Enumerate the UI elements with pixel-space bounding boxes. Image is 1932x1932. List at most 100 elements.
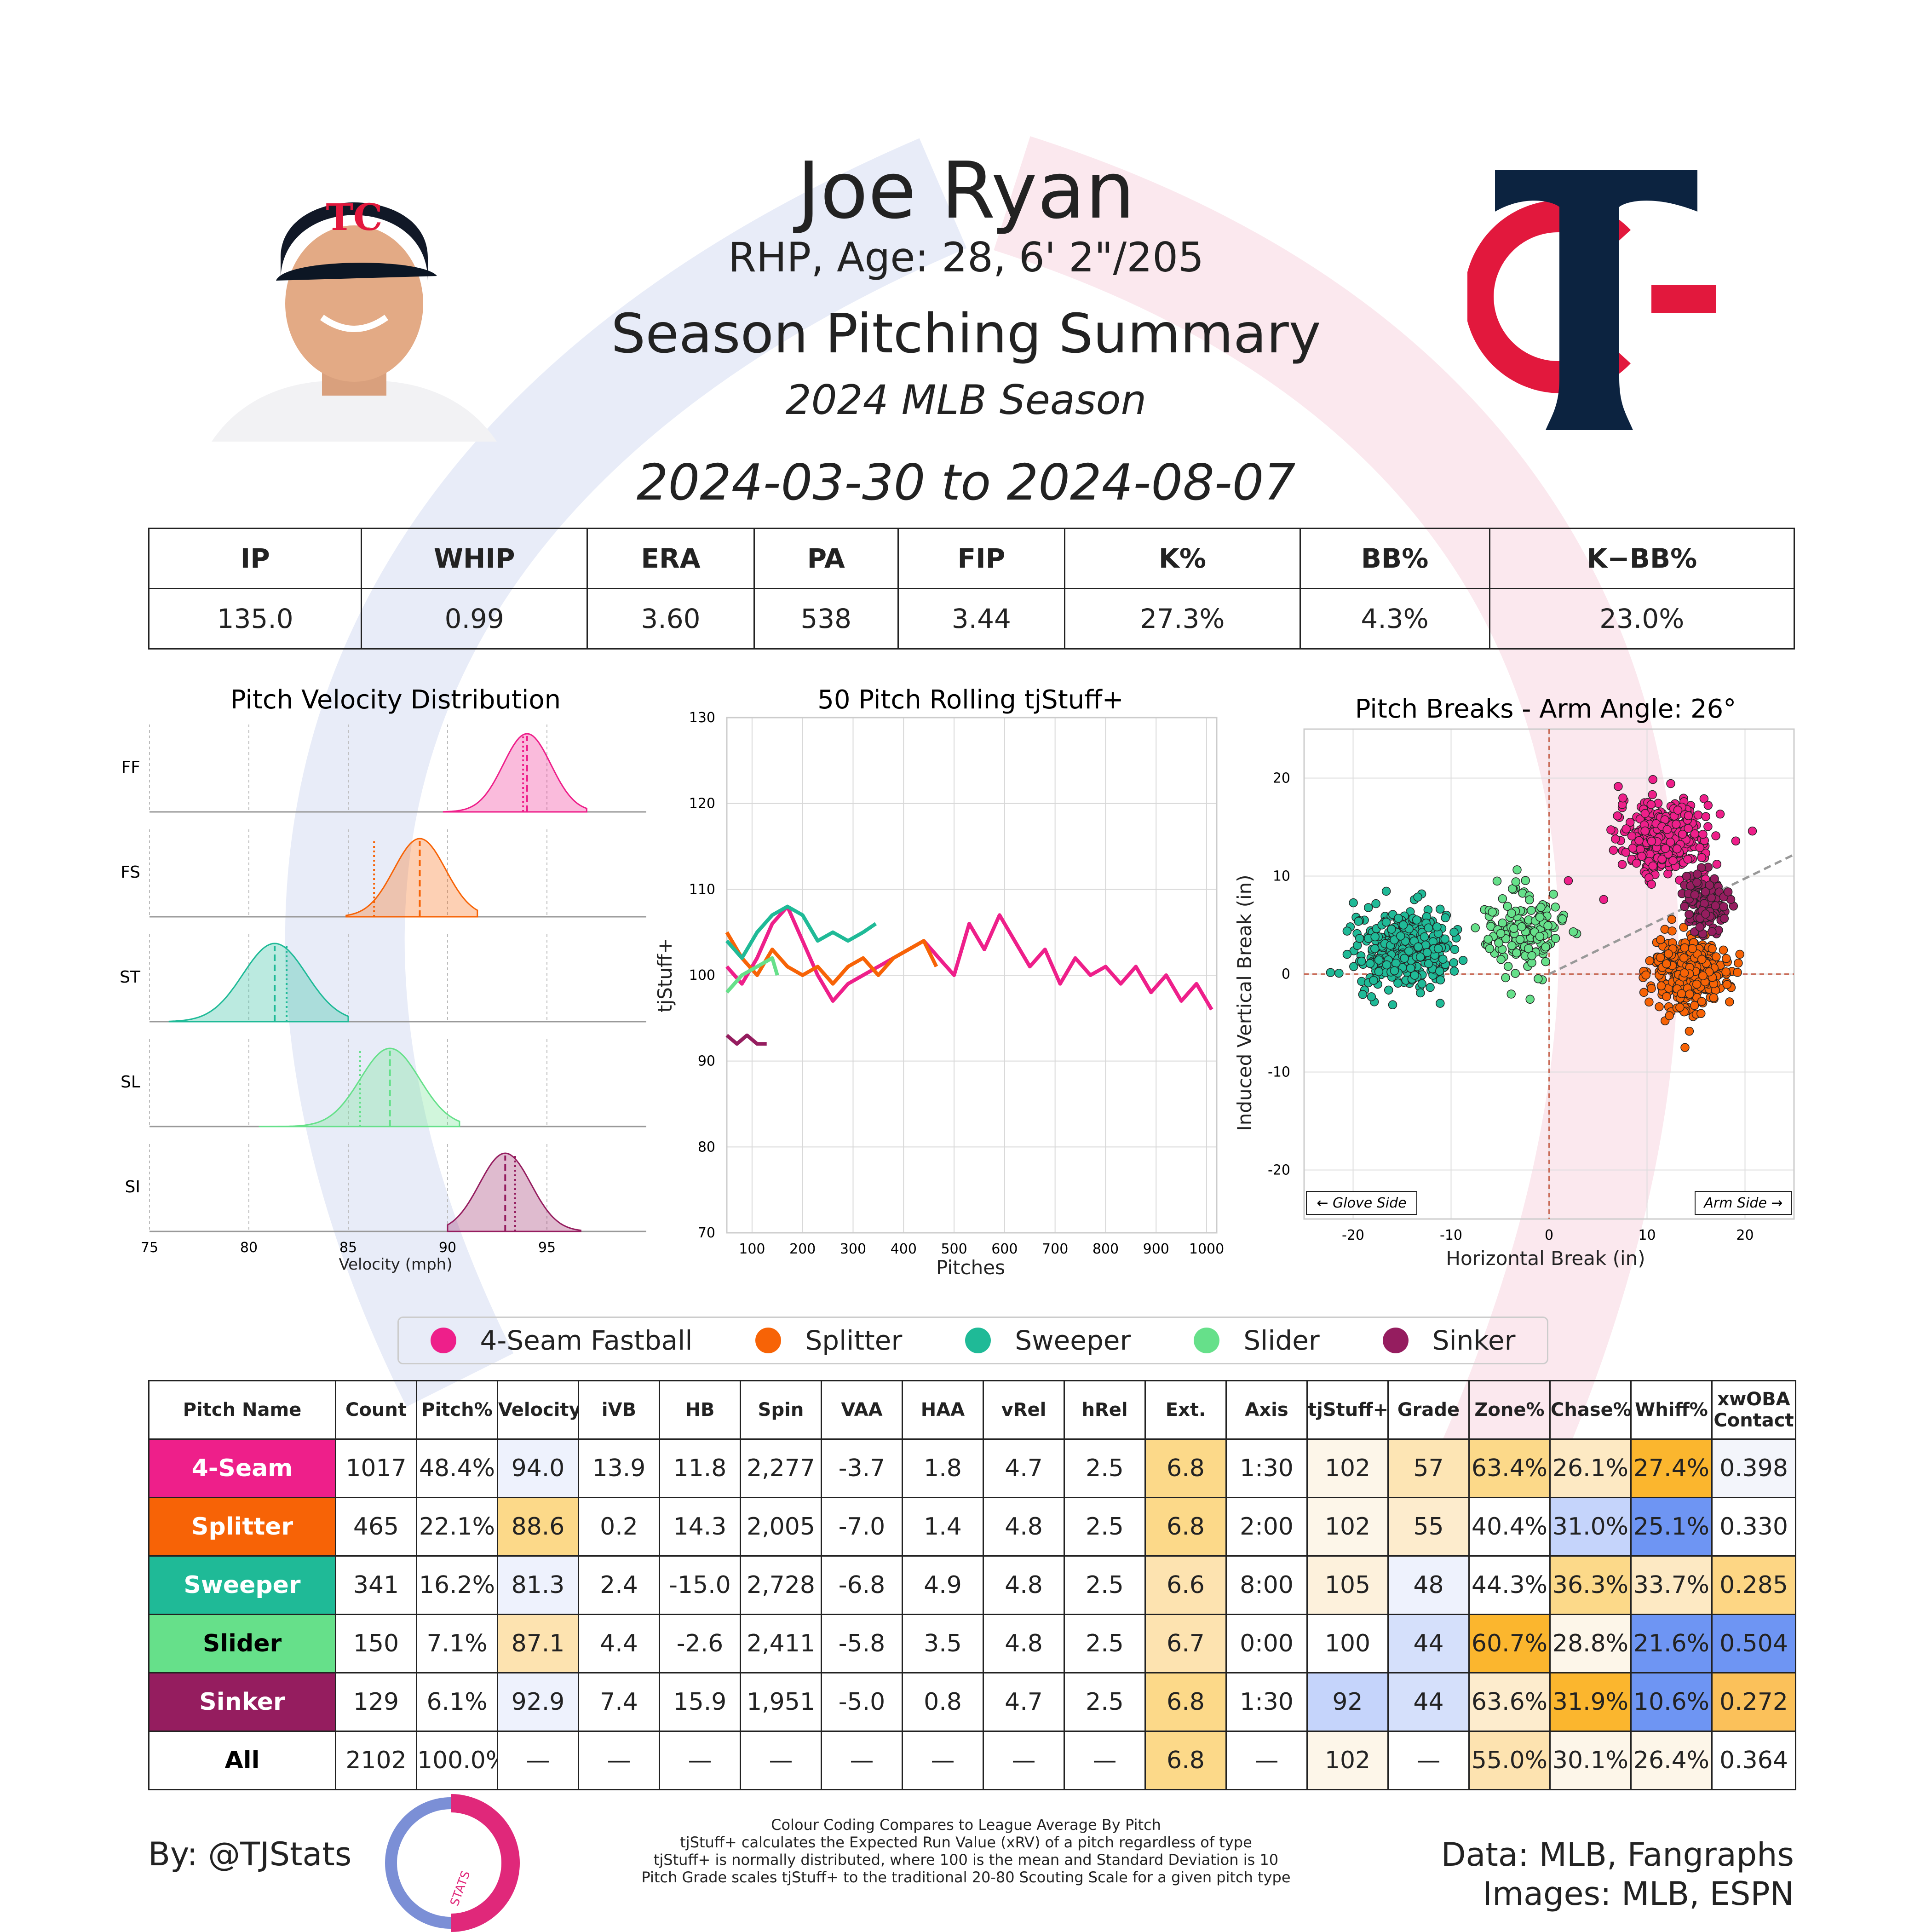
break-point <box>1370 932 1380 942</box>
footer-notes: Colour Coding Compares to League Average… <box>552 1816 1380 1886</box>
pitch-metric-cell: 1.8 <box>902 1438 984 1498</box>
rolling-line-3 <box>725 956 779 994</box>
pitch-metric-cell: 57 <box>1387 1438 1470 1498</box>
pitch-metric-cell: 60.7% <box>1468 1614 1551 1673</box>
rolling-tjstuff-chart: 50 Pitch Rolling tjStuff+ 100 200 300 400 50… <box>654 685 1224 1279</box>
break-point <box>1515 935 1525 944</box>
break-point <box>1628 844 1638 853</box>
break-point <box>1660 925 1669 934</box>
rolling-x-tick: 300 <box>840 1241 866 1257</box>
pitch-name-cell: Sweeper <box>148 1555 336 1615</box>
velocity-row-label: ST <box>120 968 141 987</box>
stats-header: IP <box>148 528 362 589</box>
pitch-metric-cell: 28.8% <box>1549 1614 1632 1673</box>
velocity-density-st <box>168 943 349 1023</box>
break-point <box>1698 829 1708 839</box>
pitch-metric-cell: 465 <box>335 1497 417 1557</box>
pitch-metric-cell: 6.7 <box>1144 1614 1227 1673</box>
break-point <box>1708 944 1717 954</box>
footer-note: tjStuff+ is normally distributed, where … <box>653 1851 1279 1869</box>
velocity-density-fs <box>345 838 478 918</box>
pitch-metric-cell: 48.4% <box>416 1438 498 1498</box>
break-point <box>1536 903 1546 912</box>
pitch-table-header: Grade <box>1387 1380 1470 1440</box>
break-x-tick: 10 <box>1638 1227 1656 1243</box>
pitch-metric-cell: 10.6% <box>1630 1672 1713 1732</box>
pitch-metric-cell: 94.0 <box>497 1438 579 1498</box>
break-point <box>1679 953 1689 963</box>
break-point <box>1535 932 1545 941</box>
break-point <box>1558 914 1567 924</box>
break-point <box>1381 917 1391 927</box>
velocity-density-sl <box>259 1047 460 1127</box>
break-point <box>1679 923 1688 932</box>
break-point <box>1679 968 1689 978</box>
velocity-density-si <box>447 1152 581 1232</box>
break-point <box>1398 920 1408 930</box>
break-point <box>1551 934 1560 943</box>
break-point <box>1705 880 1714 890</box>
break-point <box>1535 913 1545 922</box>
arm-side-label: Arm Side → <box>1703 1195 1782 1211</box>
break-point <box>1609 845 1618 855</box>
pitch-metric-cell: 0.8 <box>902 1672 984 1732</box>
break-point <box>1655 1002 1664 1012</box>
break-point <box>1668 926 1677 936</box>
pitch-table-row: All2102100.0%————————6.8—102—55.0%30.1%2… <box>148 1731 1796 1790</box>
break-point <box>1404 946 1414 956</box>
break-point <box>1511 877 1521 886</box>
pitch-metric-cell: 7.1% <box>416 1614 498 1673</box>
pitch-table-header: Spin <box>740 1380 822 1440</box>
break-point <box>1512 948 1521 958</box>
break-x-tick: 20 <box>1736 1227 1754 1243</box>
break-point <box>1599 895 1609 904</box>
pitch-table-header: Pitch% <box>416 1380 498 1440</box>
pitch-metric-cell: 14.3 <box>659 1497 741 1557</box>
break-point <box>1424 923 1433 933</box>
season-label: 2024 MLB Season <box>785 376 1147 424</box>
break-point <box>1433 944 1443 954</box>
rolling-x-tick: 800 <box>1092 1241 1119 1257</box>
velocity-distribution-chart: Pitch Velocity Distribution FF FS ST SL SI 75… <box>120 685 646 1274</box>
break-point <box>1358 990 1368 999</box>
break-point <box>1672 844 1682 854</box>
legend-marker <box>1382 1328 1409 1353</box>
break-y-label: Induced Vertical Break (in) <box>1233 874 1256 1131</box>
pitch-metric-cell: 0.330 <box>1711 1497 1796 1557</box>
pitch-metric-cell: -5.0 <box>821 1672 903 1732</box>
break-point <box>1449 966 1459 976</box>
pitch-metric-cell: 2.5 <box>1064 1497 1146 1557</box>
break-point <box>1541 942 1550 952</box>
stats-value: 4.3% <box>1299 588 1490 650</box>
break-point <box>1614 782 1623 791</box>
break-point <box>1496 929 1506 938</box>
break-point <box>1712 952 1721 961</box>
break-point <box>1494 938 1503 948</box>
break-point <box>1410 971 1420 980</box>
break-point <box>1697 853 1707 862</box>
pitch-metric-cell: 15.9 <box>659 1672 741 1732</box>
pitch-metric-cell: 88.6 <box>497 1497 579 1557</box>
break-point <box>1391 958 1401 968</box>
break-point <box>1512 865 1522 874</box>
break-point <box>1685 1027 1694 1036</box>
pitch-metric-cell: — <box>821 1731 903 1790</box>
velocity-x-tick: 95 <box>538 1240 556 1256</box>
break-point <box>1678 829 1687 839</box>
break-point <box>1647 880 1656 889</box>
pitch-name-cell: Sinker <box>148 1672 336 1732</box>
break-point <box>1543 921 1552 931</box>
break-point <box>1422 948 1432 957</box>
rolling-frame <box>726 717 1218 1234</box>
pitch-metric-cell: 2,728 <box>740 1555 822 1615</box>
pitch-metric-cell: 48 <box>1387 1555 1470 1615</box>
pitch-metric-cell: 44.3% <box>1468 1555 1551 1615</box>
player-headshot: TC <box>212 196 497 442</box>
stats-value: 135.0 <box>148 588 362 650</box>
break-point <box>1415 952 1425 961</box>
pitch-metric-cell: 2.5 <box>1064 1555 1146 1615</box>
pitch-metric-cell: 2.5 <box>1064 1672 1146 1732</box>
break-point <box>1666 838 1675 847</box>
pitch-metric-cell: 92 <box>1306 1672 1389 1732</box>
break-point <box>1648 790 1657 799</box>
